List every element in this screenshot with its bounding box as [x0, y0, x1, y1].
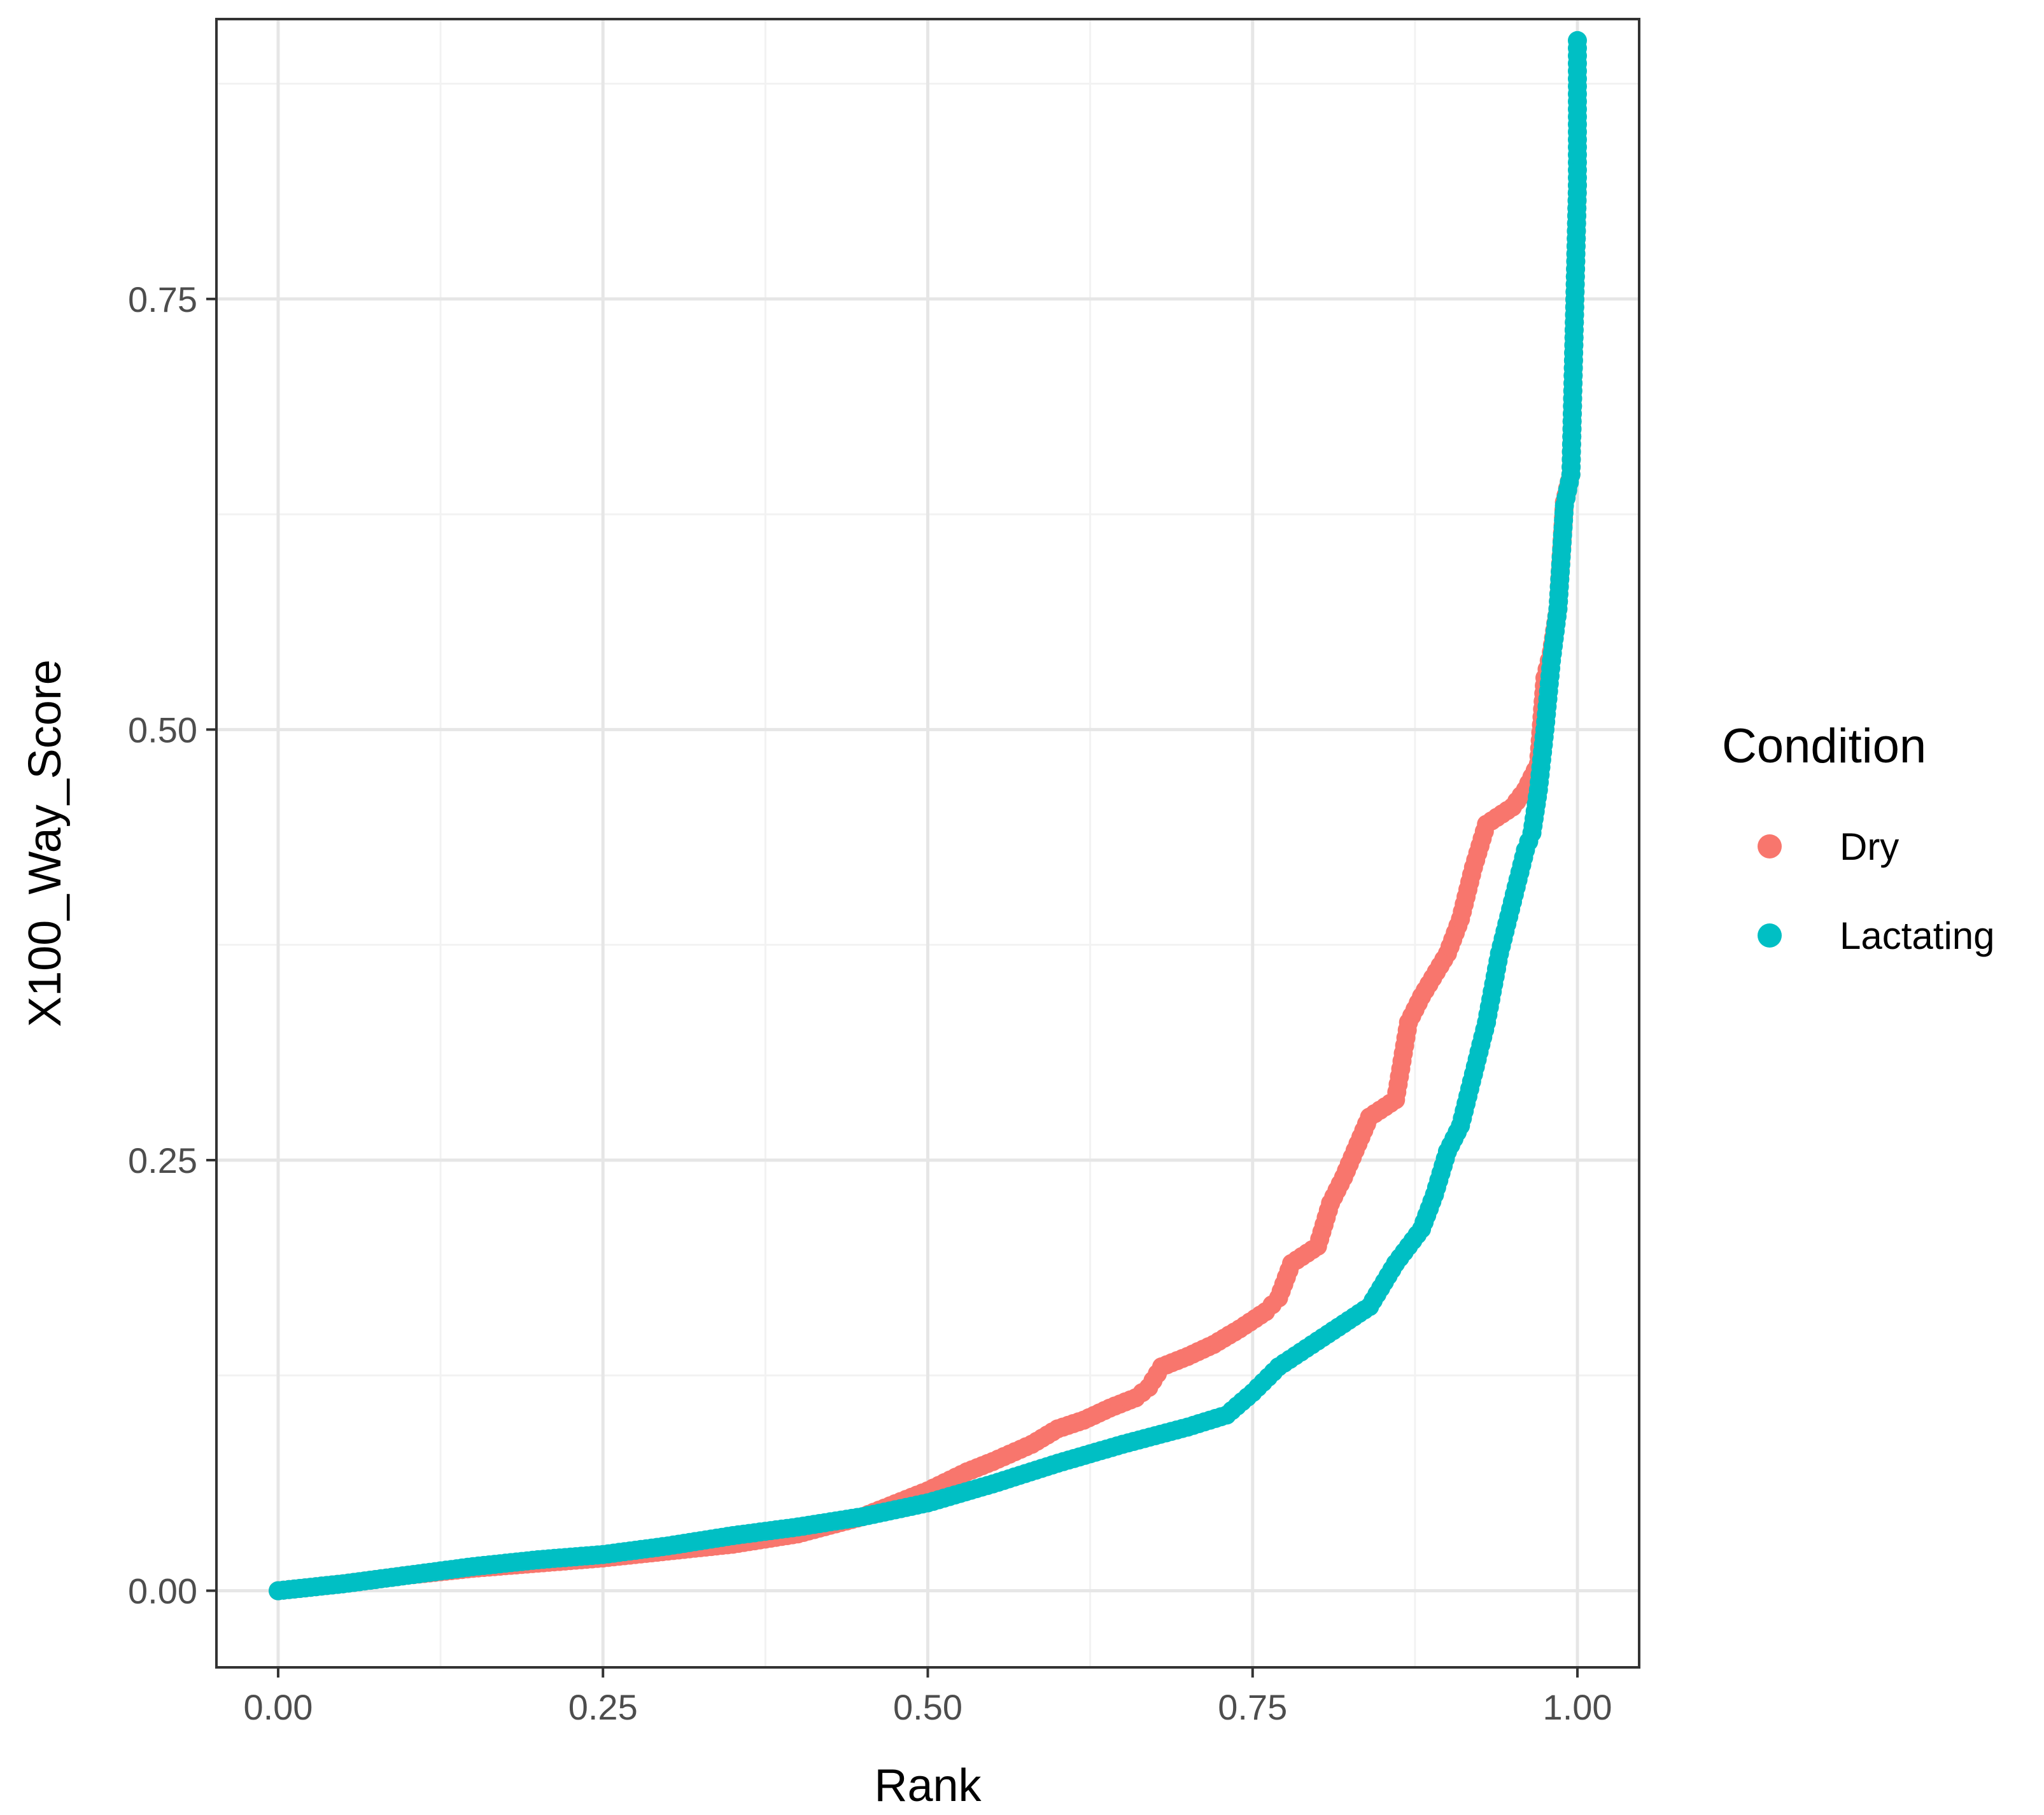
x-tick-label: 0.50: [893, 1687, 962, 1727]
legend-title: Condition: [1722, 719, 1926, 773]
x-tick-label: 0.75: [1218, 1687, 1287, 1727]
y-tick-label: 0.50: [128, 710, 197, 750]
data-points: [269, 31, 1587, 1601]
legend-label-dry: Dry: [1840, 825, 1899, 868]
x-tick-label: 1.00: [1543, 1687, 1612, 1727]
legend: Condition Dry Lactating: [1722, 719, 1995, 957]
y-tick-label: 0.25: [128, 1140, 197, 1181]
legend-key-dry: [1758, 834, 1782, 858]
gridlines: [216, 19, 1639, 1667]
x-axis-title: Rank: [874, 1760, 982, 1811]
axes: 0.00 0.25 0.50 0.75 1.00 0.00 0.25 0.50 0.75: [128, 279, 1612, 1727]
legend-label-lactating: Lactating: [1840, 915, 1995, 957]
x-tick-label: 0.00: [243, 1687, 313, 1727]
y-axis-title: X100_Way_Score: [20, 659, 71, 1027]
y-tick-label: 0.00: [128, 1571, 197, 1611]
legend-key-lactating: [1758, 923, 1782, 948]
x-tick-label: 0.25: [568, 1687, 638, 1727]
y-tick-label: 0.75: [128, 279, 197, 319]
point-lactating: [1568, 31, 1587, 50]
